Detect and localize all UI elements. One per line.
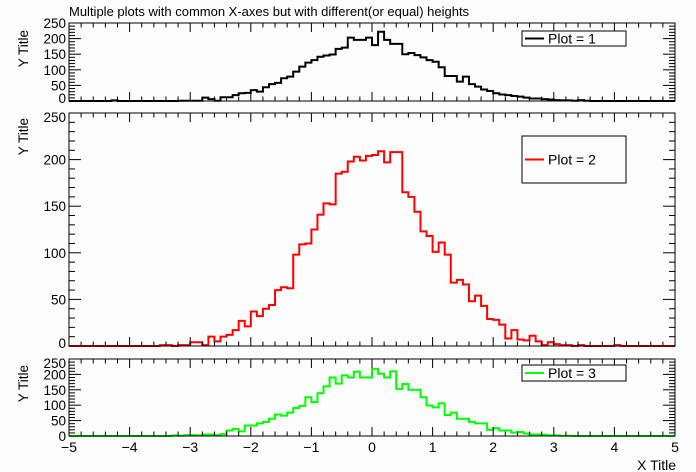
y-axis-title: Y Title xyxy=(16,365,31,402)
legend-label: Plot = 3 xyxy=(548,365,596,381)
x-tick-label: 5 xyxy=(671,439,679,455)
histogram-line-1 xyxy=(69,30,675,102)
y-tick-label: 150 xyxy=(43,47,66,62)
y-tick-label: 0 xyxy=(58,336,66,351)
legend: Plot = 3 xyxy=(521,364,627,382)
y-tick-label: 250 xyxy=(43,356,66,371)
x-axis-title: X Title xyxy=(637,457,676,472)
y-tick-label: 250 xyxy=(43,16,66,31)
y-tick-label: 50 xyxy=(51,414,66,429)
x-tick-label: 1 xyxy=(429,439,437,455)
y-tick-label: 100 xyxy=(43,398,66,413)
y-axis-title: Y Title xyxy=(16,118,31,155)
y-tick-label: 150 xyxy=(43,383,66,398)
x-tick-label: 3 xyxy=(550,439,558,455)
legend: Plot = 1 xyxy=(521,30,627,47)
y-tick-label: 0 xyxy=(58,91,66,106)
y-tick-label: 200 xyxy=(43,153,66,168)
x-tick-label: 4 xyxy=(611,439,619,455)
legend-box xyxy=(521,364,627,382)
x-tick-label: −1 xyxy=(303,439,319,455)
y-tick-label: 250 xyxy=(43,110,66,125)
y-tick-label: 200 xyxy=(43,32,66,47)
y-tick-label: 100 xyxy=(43,63,66,78)
x-tick-label: −2 xyxy=(243,439,259,455)
y-tick-label: 200 xyxy=(43,367,66,382)
y-tick-label: 50 xyxy=(51,78,66,93)
x-tick-label: 0 xyxy=(368,439,376,455)
x-tick-label: −5 xyxy=(61,439,77,455)
legend-label: Plot = 2 xyxy=(548,152,596,168)
x-tick-label: −3 xyxy=(182,439,198,455)
histogram-line-2 xyxy=(69,150,675,347)
y-tick-label: 50 xyxy=(51,292,66,307)
legend-box xyxy=(521,30,627,47)
x-tick-label: −4 xyxy=(122,439,138,455)
y-tick-label: 150 xyxy=(43,199,66,214)
legend: Plot = 2 xyxy=(521,135,627,184)
y-tick-label: 0 xyxy=(58,429,66,444)
x-tick-label: 2 xyxy=(489,439,497,455)
pad-2: 0 50 100 150 200 250 Y Title Plot = 2 xyxy=(16,110,676,351)
y-axis-title: Y Title xyxy=(16,30,31,67)
y-tick-label: 100 xyxy=(43,246,66,261)
legend-label: Plot = 1 xyxy=(548,31,596,47)
chart-title: Multiple plots with common X-axes but wi… xyxy=(69,4,470,19)
